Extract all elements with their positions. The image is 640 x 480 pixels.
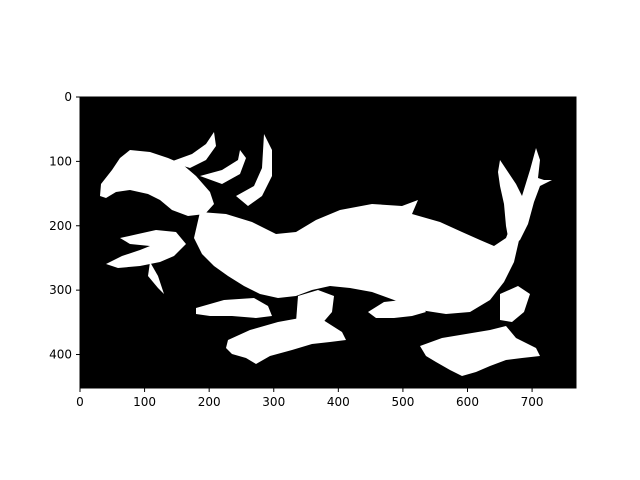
- dragon-leg: [226, 318, 346, 364]
- dragon-leg: [420, 326, 540, 376]
- dragon-leg: [196, 298, 272, 318]
- dragon-tail: [498, 148, 552, 248]
- dragon-jaw: [148, 262, 164, 294]
- y-tick-label: 100: [49, 154, 72, 168]
- x-tick-label: 500: [391, 395, 414, 409]
- x-tick-label: 300: [262, 395, 285, 409]
- axes-frame: [79, 96, 577, 389]
- x-tick-label: 100: [133, 395, 156, 409]
- dragon-leg: [500, 286, 530, 322]
- x-tick-label: 400: [327, 395, 350, 409]
- x-axis: 0 100 200 300 400 500 600 700: [76, 388, 544, 409]
- x-tick-label: 600: [456, 395, 479, 409]
- dragon-jaw: [106, 230, 186, 268]
- y-tick-label: 200: [49, 219, 72, 233]
- plot-area: [80, 97, 576, 388]
- x-tick-label: 200: [198, 395, 221, 409]
- dragon-horn: [170, 132, 216, 168]
- dragon-leg: [368, 300, 426, 318]
- y-tick-label: 300: [49, 283, 72, 297]
- y-axis: 0 100 200 300 400: [49, 90, 80, 362]
- dragon-leg: [296, 290, 334, 330]
- x-tick-label: 700: [521, 395, 544, 409]
- dragon-body: [194, 200, 520, 314]
- dragon-horn: [236, 134, 272, 206]
- dragon-head: [100, 150, 214, 216]
- x-tick-label: 0: [76, 395, 84, 409]
- y-tick-label: 400: [49, 348, 72, 362]
- y-tick-label: 0: [64, 90, 72, 104]
- dragon-image: [100, 132, 552, 376]
- dragon-horn: [200, 150, 246, 184]
